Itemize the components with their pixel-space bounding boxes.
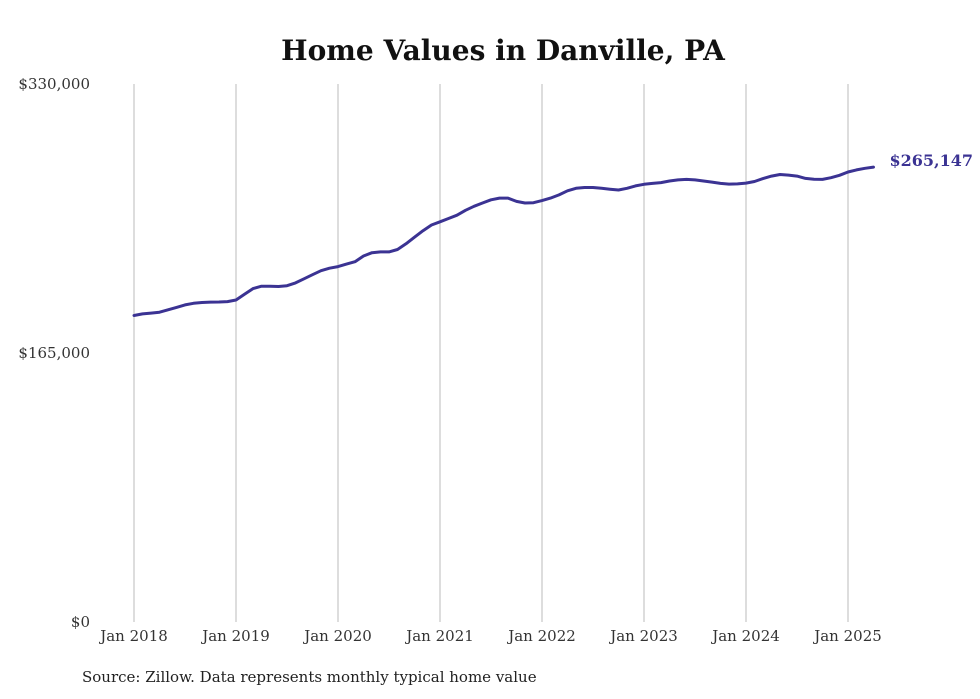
x-tick-label: Jan 2025: [812, 627, 882, 645]
x-tick-label: Jan 2023: [608, 627, 678, 645]
x-axis-ticks: Jan 2018 Jan 2019 Jan 2020 Jan 2021 Jan 2022…: [98, 627, 882, 645]
x-tick-label: Jan 2020: [302, 627, 372, 645]
home-value-line: [132, 165, 875, 317]
y-tick-label: $165,000: [18, 344, 90, 362]
latest-value-label: $265,147: [890, 151, 974, 170]
x-tick-label: Jan 2022: [506, 627, 576, 645]
chart-title: Home Values in Danville, PA: [281, 34, 726, 67]
y-axis-ticks: $0 $165,000 $330,000: [18, 75, 90, 631]
x-tick-label: Jan 2024: [710, 627, 780, 645]
y-tick-label: $0: [71, 613, 90, 631]
x-tick-label: Jan 2021: [404, 627, 474, 645]
gridlines: [133, 84, 849, 622]
y-tick-label: $330,000: [18, 75, 90, 93]
x-tick-label: Jan 2018: [98, 627, 168, 645]
source-note: Source: Zillow. Data represents monthly …: [82, 668, 537, 686]
x-tick-label: Jan 2019: [200, 627, 270, 645]
